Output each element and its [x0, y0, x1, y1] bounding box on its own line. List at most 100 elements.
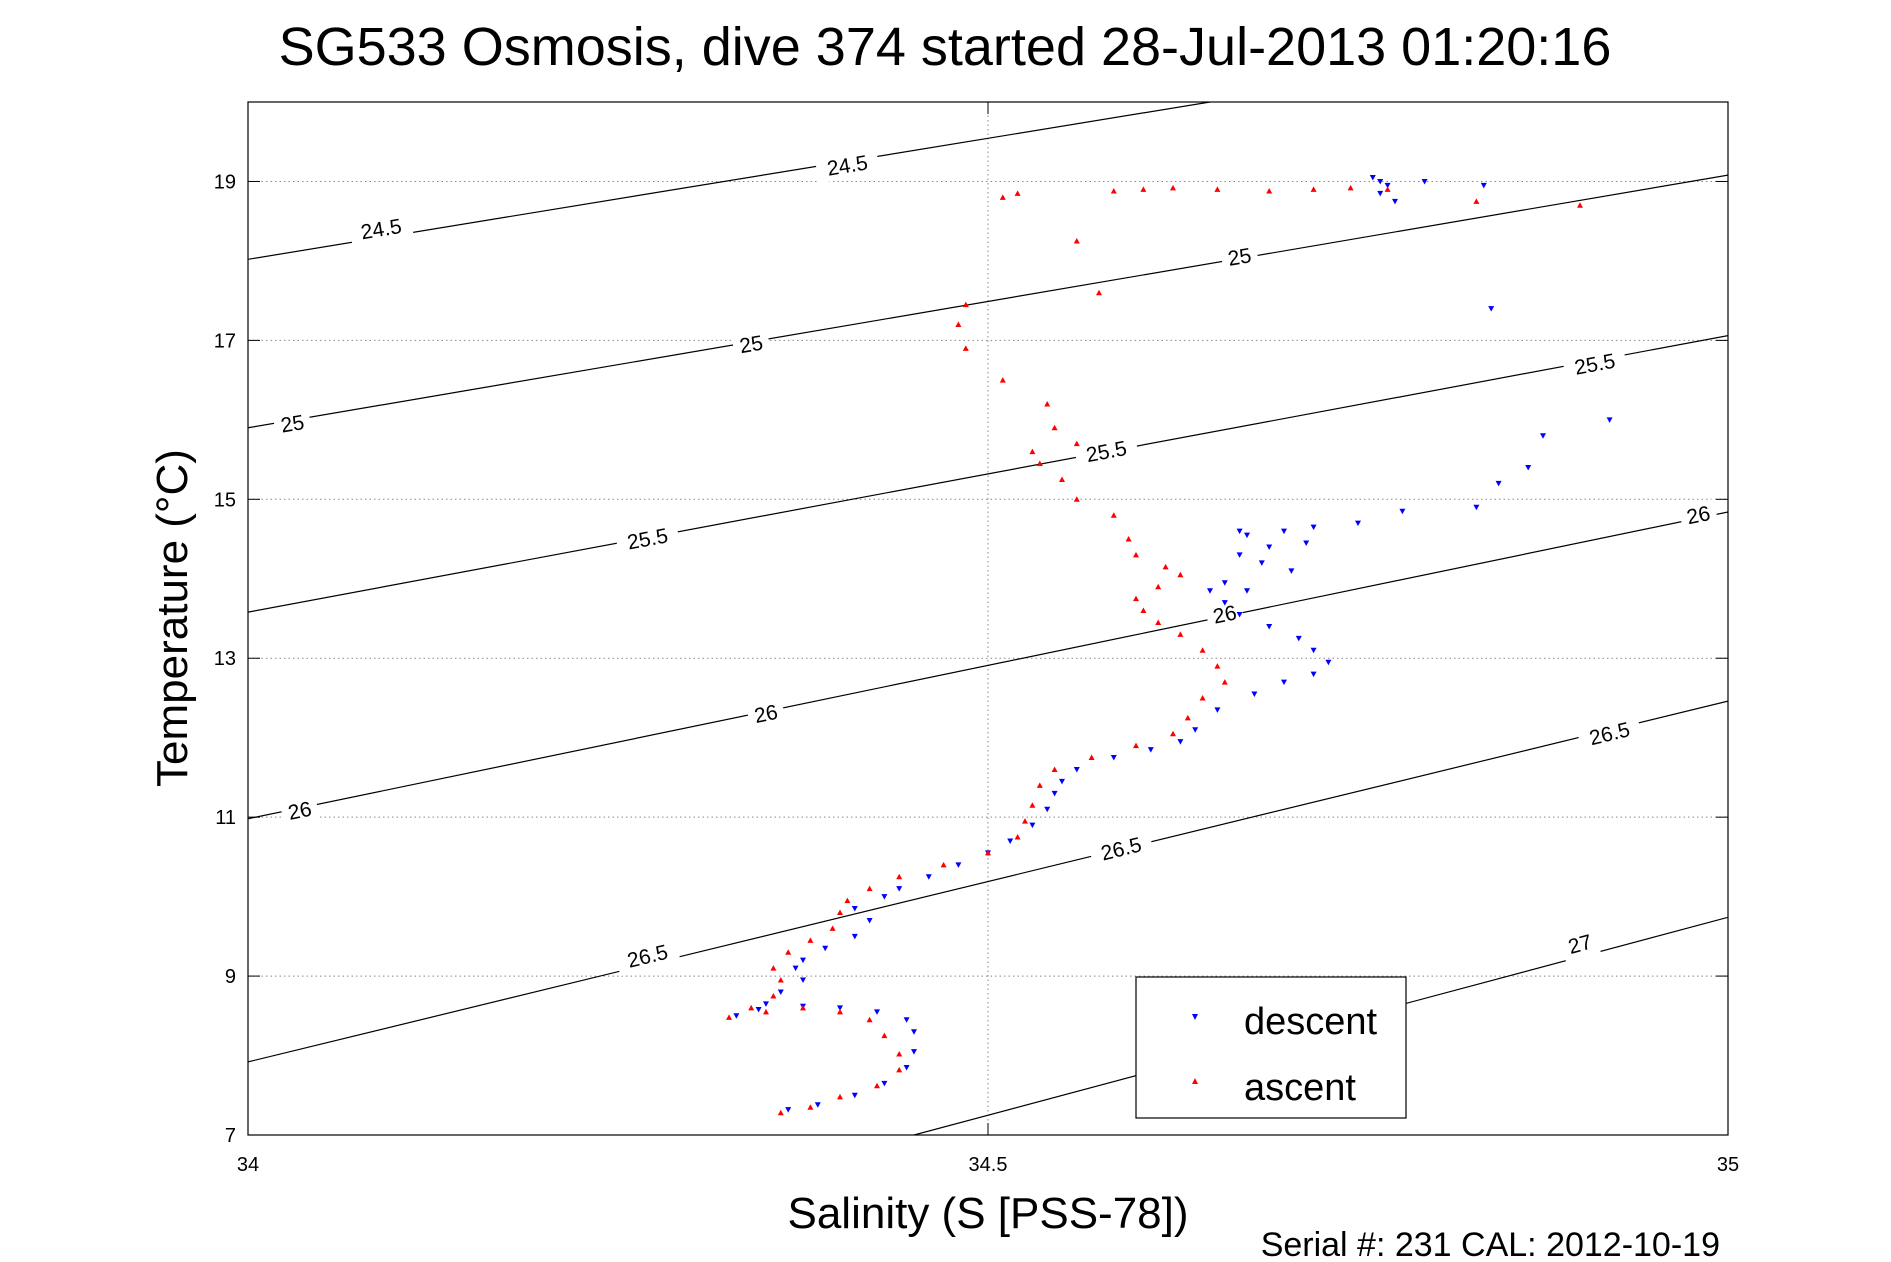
legend-ascent-marker — [1192, 1078, 1198, 1084]
contour-label-bg — [1219, 241, 1260, 273]
ascent-point — [1029, 448, 1036, 455]
contour-label: 26 — [752, 701, 780, 728]
ascent-point — [1347, 184, 1354, 191]
ascent-point — [1073, 238, 1080, 244]
ascent-point — [1140, 607, 1147, 614]
descent-point — [1236, 552, 1243, 558]
ascent-point — [1155, 583, 1162, 590]
contour-label-bg — [1559, 927, 1601, 962]
descent-point — [777, 989, 784, 995]
contour-label: 25 — [279, 411, 306, 438]
contour-label: 26 — [1685, 502, 1713, 529]
descent-point — [1355, 520, 1361, 527]
ascent-point — [881, 1032, 888, 1039]
ascent-point — [777, 1109, 784, 1116]
descent-point — [1059, 778, 1065, 785]
ascent-point — [985, 849, 991, 856]
descent-point — [896, 886, 903, 892]
calibration-footer: Serial #: 231 CAL: 2012-10-19 — [1261, 1226, 1720, 1262]
descent-point — [881, 1080, 888, 1087]
descent-point — [1147, 747, 1154, 753]
contour-label: 26 — [1211, 601, 1239, 628]
x-tick-label: 35 — [1717, 1154, 1739, 1176]
descent-point — [1221, 580, 1228, 586]
ascent-point — [844, 897, 851, 904]
ascent-point — [1140, 186, 1147, 192]
descent-point — [1310, 524, 1317, 531]
ascent-point — [1029, 802, 1036, 808]
ascent-point — [1059, 476, 1065, 482]
ascent-point — [829, 925, 836, 931]
contour-label-bg — [614, 936, 681, 977]
ascent-point — [763, 1008, 769, 1015]
descent-point — [792, 965, 799, 972]
contour-label-bg — [272, 407, 313, 440]
descent-point — [1488, 306, 1495, 312]
descent-point — [822, 945, 829, 952]
ascent-point — [1177, 571, 1184, 578]
ascent-point — [1036, 460, 1043, 467]
contour-line — [248, 511, 1728, 820]
contour-label-bg — [1088, 828, 1155, 869]
ascent-point — [837, 1008, 843, 1015]
ascent-point — [1125, 536, 1132, 542]
ascent-point — [1073, 440, 1080, 447]
descent-point — [881, 894, 888, 900]
descent-point — [800, 957, 806, 964]
descent-point — [1310, 647, 1317, 654]
ascent-point — [1051, 424, 1058, 431]
descent-point — [1029, 822, 1036, 829]
descent-point — [1480, 182, 1487, 189]
x-tick-label: 34.5 — [969, 1154, 1008, 1176]
contour-label: 26 — [286, 798, 314, 825]
x-axis-label: Salinity (S [PSS-78]) — [787, 1189, 1188, 1238]
descent-point — [1207, 588, 1213, 594]
ascent-point — [1044, 400, 1051, 407]
descent-point — [1177, 739, 1184, 745]
ascent-point — [807, 1104, 814, 1110]
descent-point — [874, 1009, 880, 1015]
ascent-point — [1473, 198, 1480, 204]
ascent-point — [785, 949, 792, 955]
ascent-point — [896, 1066, 903, 1073]
legend-ascent-label: ascent — [1244, 1067, 1356, 1109]
ascent-point — [1133, 551, 1139, 558]
chart-title: SG533 Osmosis, dive 374 started 28-Jul-2… — [279, 17, 1612, 77]
ascent-point — [837, 909, 843, 916]
descent-point — [1325, 659, 1332, 666]
descent-point — [925, 874, 932, 880]
descent-point — [733, 1013, 740, 1019]
descent-point — [1051, 790, 1058, 797]
contour-label-bg — [1576, 713, 1643, 754]
ascent-point — [1133, 595, 1139, 602]
descent-point — [800, 977, 806, 984]
descent-point — [1236, 528, 1243, 535]
descent-point — [1258, 560, 1265, 566]
contour-label: 25 — [1226, 244, 1253, 271]
legend-box — [1135, 976, 1407, 1119]
contour-label-bg — [745, 697, 787, 731]
y-tick-label: 15 — [214, 489, 236, 511]
contour-line — [248, 700, 1728, 1063]
legend: descent ascent — [1135, 976, 1407, 1119]
ascent-point — [1088, 754, 1095, 761]
ascent-point — [1110, 512, 1117, 518]
ascent-point — [896, 1050, 903, 1057]
descent-point — [1303, 540, 1310, 547]
descent-point — [1295, 635, 1302, 642]
ascent-point — [1184, 714, 1191, 721]
descent-point — [1606, 417, 1613, 423]
ascent-point — [770, 992, 777, 999]
y-tick-label: 19 — [214, 171, 236, 193]
descent-point — [1281, 528, 1287, 535]
ascent-point — [999, 194, 1006, 200]
descent-point — [851, 906, 858, 912]
ascent-point — [1014, 190, 1021, 196]
ascent-point — [955, 321, 962, 327]
ascent-point — [1110, 187, 1117, 194]
descent-point — [1244, 588, 1250, 594]
y-axis-label: Temperature (°C) — [148, 449, 197, 787]
ascent-point — [1214, 663, 1221, 669]
descent-point — [1281, 679, 1287, 686]
ascent-point — [1170, 730, 1176, 737]
